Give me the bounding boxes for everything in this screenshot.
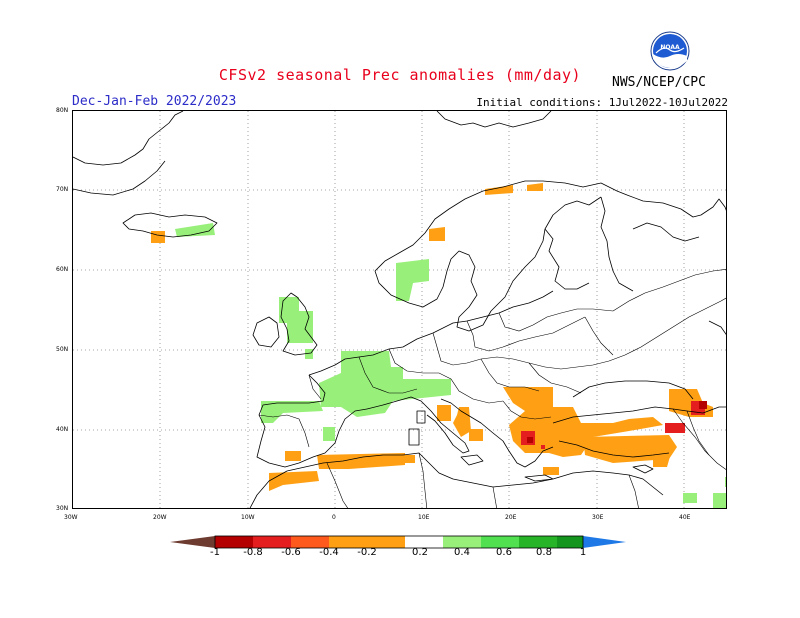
- lat-label-70n: 70N: [56, 186, 69, 193]
- colorbar-swatch: [481, 536, 519, 548]
- colorbar-label: -0.8: [243, 547, 263, 558]
- chart-title: CFSv2 seasonal Prec anomalies (mm/day): [218, 66, 582, 84]
- colorbar-swatch: [519, 536, 557, 548]
- colorbar-label: -0.4: [319, 547, 339, 558]
- lon-label-10w: 10W: [241, 514, 255, 521]
- lon-label-20w: 20W: [153, 514, 167, 521]
- lat-label-50n: 50N: [56, 346, 69, 353]
- colorbar-swatch: [291, 536, 329, 548]
- initial-conditions-label: Initial conditions: 1Jul2022-10Jul2022: [476, 96, 728, 109]
- noaa-logo-icon: NOAA: [650, 31, 690, 71]
- lat-label-30n: 30N: [56, 505, 69, 512]
- colorbar-label: 0.8: [536, 547, 552, 558]
- lat-label-40n: 40N: [56, 426, 69, 433]
- colorbar-label: 1: [579, 547, 587, 558]
- colorbar-label: -1: [210, 547, 220, 558]
- colorbar-max-triangle: [583, 536, 626, 548]
- europe-map: [73, 111, 726, 508]
- lon-label-20e: 20E: [505, 514, 517, 521]
- agency-label: NWS/NCEP/CPC: [612, 75, 706, 90]
- season-label: Dec-Jan-Feb 2022/2023: [72, 94, 237, 109]
- colorbar-label: 0.2: [412, 547, 428, 558]
- dry-anomaly-areas: [151, 183, 713, 491]
- colorbar-swatch: [405, 536, 443, 548]
- lon-label-10e: 10E: [418, 514, 430, 521]
- lon-label-40e: 40E: [679, 514, 691, 521]
- colorbar-label: 0.6: [496, 547, 512, 558]
- colorbar: [170, 535, 626, 549]
- colorbar-min-triangle: [170, 536, 215, 548]
- logo-text: NOAA: [660, 44, 680, 51]
- colorbar-swatch: [215, 536, 253, 548]
- colorbar-swatch: [253, 536, 291, 548]
- colorbar-swatch: [557, 536, 583, 548]
- colorbar-swatch: [443, 536, 481, 548]
- colorbar-label: 0.4: [454, 547, 470, 558]
- coastlines: [73, 111, 726, 508]
- colorbar-swatch: [367, 536, 405, 548]
- wet-anomaly-areas: [175, 223, 726, 508]
- extreme-dry-anomaly-areas: [527, 401, 707, 443]
- national-borders: [258, 268, 726, 508]
- lon-label-30w: 30W: [64, 514, 78, 521]
- lat-label-80n: 80N: [56, 107, 69, 114]
- lon-label-30e: 30E: [592, 514, 604, 521]
- lat-label-60n: 60N: [56, 266, 69, 273]
- colorbar-label: -0.6: [281, 547, 301, 558]
- colorbar-label: -0.2: [357, 547, 377, 558]
- colorbar-swatch: [329, 536, 367, 548]
- map-panel: [72, 110, 727, 509]
- lon-label-0: 0: [332, 514, 336, 521]
